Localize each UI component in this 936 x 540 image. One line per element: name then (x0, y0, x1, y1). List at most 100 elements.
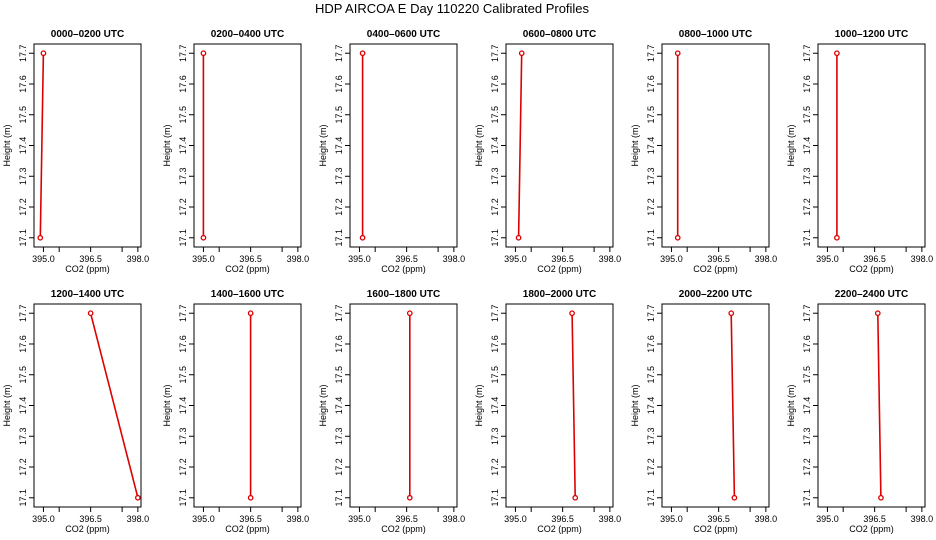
y-tick-label: 17.3 (802, 167, 812, 185)
panel-title: 0000–0200 UTC (51, 29, 124, 40)
y-tick-label: 17.2 (490, 458, 500, 476)
y-tick-label: 17.2 (334, 458, 344, 476)
x-tick-label: 396.5 (79, 254, 102, 264)
y-tick-label: 17.2 (802, 458, 812, 476)
y-tick-label: 17.2 (18, 198, 28, 216)
plot-frame (349, 43, 458, 248)
panel-9: 1600–1800 UTC 395.0 396.5 398.0 17.1 17.2 17.3… (318, 289, 465, 534)
y-tick-label: 17.2 (490, 198, 500, 216)
y-tick-label: 17.3 (334, 167, 344, 185)
profile-line (89, 313, 139, 498)
x-tick-label: 398.0 (599, 514, 622, 524)
x-tick-label: 395.0 (192, 254, 215, 264)
data-point (359, 50, 366, 57)
y-tick-label: 17.1 (18, 229, 28, 247)
y-tick-label: 17.6 (490, 75, 500, 93)
y-tick-label: 17.5 (18, 366, 28, 384)
data-point (878, 494, 884, 501)
panel-title: 0200–0400 UTC (211, 29, 284, 40)
y-tick-label: 17.4 (646, 137, 656, 155)
y-tick-label: 17.5 (802, 366, 812, 384)
data-point (674, 234, 681, 241)
y-tick-label: 17.2 (18, 458, 28, 476)
y-tick-label: 17.2 (646, 458, 656, 476)
panel-title: 1600–1800 UTC (367, 289, 440, 300)
y-axis-label: Height (m) (2, 384, 12, 426)
y-tick-label: 17.6 (334, 335, 344, 353)
data-point (406, 494, 413, 501)
data-point (87, 310, 94, 317)
data-point (572, 494, 579, 501)
y-tick-label: 17.3 (490, 427, 500, 445)
x-axis-label: CO2 (ppm) (537, 264, 582, 274)
x-axis-label: CO2 (ppm) (381, 524, 426, 534)
x-tick-label: 398.0 (755, 254, 778, 264)
plot-frame (817, 43, 926, 248)
y-tick-label: 17.6 (646, 75, 656, 93)
y-tick-label: 17.5 (646, 106, 656, 124)
y-tick-label: 17.1 (490, 489, 500, 507)
y-tick-label: 17.2 (802, 198, 812, 216)
y-tick-label: 17.3 (178, 427, 188, 445)
y-tick-label: 17.5 (334, 366, 344, 384)
y-tick-label: 17.4 (334, 397, 344, 415)
y-tick-label: 17.5 (490, 366, 500, 384)
data-point (834, 50, 840, 57)
data-point (406, 310, 413, 317)
y-tick-label: 17.5 (18, 106, 28, 124)
panel-title: 0600–0800 UTC (523, 29, 596, 40)
y-tick-label: 17.3 (18, 167, 28, 185)
panel-title: 0400–0600 UTC (367, 29, 440, 40)
y-tick-label: 17.5 (334, 106, 344, 124)
x-axis-label: CO2 (ppm) (693, 264, 738, 274)
data-point (515, 234, 522, 241)
panel-1: 0000–0200 UTC 395.0 396.5 398.0 17.1 17.2 17.3… (2, 29, 149, 274)
y-tick-label: 17.4 (334, 137, 344, 155)
y-axis-label: Height (m) (318, 384, 328, 426)
y-tick-label: 17.7 (334, 44, 344, 62)
x-axis-label: CO2 (ppm) (849, 524, 894, 534)
y-tick-label: 17.1 (178, 229, 188, 247)
y-tick-label: 17.5 (646, 366, 656, 384)
panel-7: 1200–1400 UTC 395.0 396.5 398.0 17.1 17.2 17.3… (2, 289, 149, 534)
y-axis-label: Height (m) (786, 384, 796, 426)
data-point (731, 494, 738, 501)
panel-title: 1800–2000 UTC (523, 289, 596, 300)
y-tick-label: 17.1 (646, 489, 656, 507)
plot-frame (33, 43, 142, 248)
x-tick-label: 396.5 (707, 514, 730, 524)
x-axis-label: CO2 (ppm) (225, 524, 270, 534)
x-tick-label: 396.5 (239, 514, 262, 524)
y-axis-label: Height (m) (162, 384, 172, 426)
x-tick-label: 396.5 (863, 254, 886, 264)
y-tick-label: 17.1 (490, 229, 500, 247)
y-tick-label: 17.3 (18, 427, 28, 445)
y-tick-label: 17.7 (802, 304, 812, 322)
x-axis-label: CO2 (ppm) (849, 264, 894, 274)
y-tick-label: 17.2 (646, 198, 656, 216)
y-tick-label: 17.1 (178, 489, 188, 507)
plot-frame (33, 303, 142, 508)
panel-2: 0200–0400 UTC 395.0 396.5 398.0 17.1 17.2 17.3… (162, 29, 309, 274)
x-tick-label: 395.0 (504, 254, 527, 264)
plot-frame (661, 303, 770, 508)
y-tick-label: 17.7 (178, 44, 188, 62)
x-axis-label: CO2 (ppm) (381, 264, 426, 274)
y-tick-label: 17.4 (802, 137, 812, 155)
y-tick-label: 17.2 (178, 198, 188, 216)
x-tick-label: 395.0 (504, 514, 527, 524)
y-axis-label: Height (m) (630, 384, 640, 426)
x-tick-label: 395.0 (660, 254, 683, 264)
data-point (728, 310, 735, 317)
y-axis-label: Height (m) (318, 124, 328, 166)
y-tick-label: 17.4 (490, 397, 500, 415)
y-tick-label: 17.4 (178, 397, 188, 415)
y-tick-label: 17.7 (334, 304, 344, 322)
y-tick-label: 17.5 (178, 106, 188, 124)
x-tick-label: 396.5 (79, 514, 102, 524)
x-tick-label: 398.0 (443, 514, 466, 524)
y-tick-label: 17.5 (178, 366, 188, 384)
profile-line (39, 53, 45, 238)
x-tick-label: 398.0 (443, 254, 466, 264)
x-tick-label: 398.0 (755, 514, 778, 524)
